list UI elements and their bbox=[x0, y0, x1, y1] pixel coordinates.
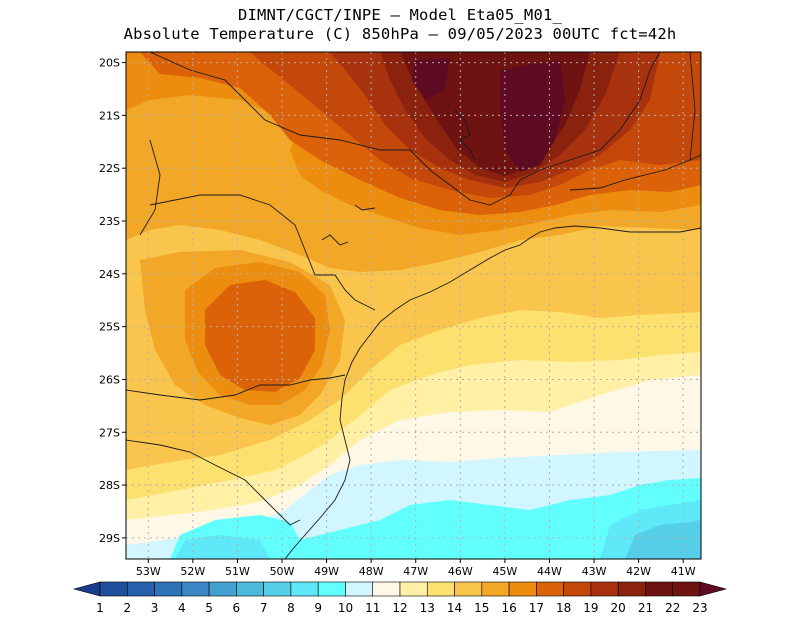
lon-label: 46W bbox=[448, 565, 473, 578]
colorbar bbox=[72, 581, 728, 597]
colorbar-swatch bbox=[617, 581, 646, 597]
colorbar-label: 12 bbox=[392, 601, 407, 615]
colorbar-label: 15 bbox=[474, 601, 489, 615]
field-18c-west bbox=[205, 280, 315, 392]
field-10c bbox=[170, 478, 701, 559]
coastline bbox=[284, 225, 701, 559]
colorbar-swatch bbox=[426, 581, 455, 597]
reservoir-north bbox=[454, 109, 476, 161]
colorbar-over-arrow bbox=[699, 581, 728, 597]
colorbar-swatch bbox=[236, 581, 264, 597]
colorbar-swatch bbox=[481, 581, 510, 597]
border-ms-west bbox=[139, 139, 161, 236]
colorbar-swatch bbox=[263, 581, 292, 597]
colorbar-label: 5 bbox=[205, 601, 213, 615]
chart-title-line1: DIMNT/CGCT/INPE – Model Eta05_M01_ bbox=[237, 6, 563, 24]
colorbar-label: 6 bbox=[233, 601, 241, 615]
border-sp-pr bbox=[149, 194, 376, 311]
lat-label: 26S bbox=[99, 373, 120, 386]
colorbar-label: 8 bbox=[287, 601, 295, 615]
lat-label: 25S bbox=[99, 321, 120, 334]
colorbar-label: 21 bbox=[638, 601, 653, 615]
colorbar-label: 2 bbox=[123, 601, 131, 615]
colorbar-swatch bbox=[372, 581, 401, 597]
field-8c bbox=[625, 520, 701, 559]
longitude-labels: 53W 52W 51W 50W 49W 48W 47W 46W 45W 44W 43W 42W 41W bbox=[136, 559, 696, 578]
colorbar-swatch bbox=[290, 581, 319, 597]
lon-label: 50W bbox=[270, 565, 295, 578]
lon-label: 47W bbox=[403, 565, 428, 578]
colorbar-under-arrow bbox=[72, 581, 101, 597]
colorbar-swatch bbox=[99, 581, 128, 597]
colorbar-label: 19 bbox=[583, 601, 598, 615]
colorbar-label: 7 bbox=[260, 601, 268, 615]
colorbar-label: 4 bbox=[178, 601, 186, 615]
map-frame bbox=[125, 51, 702, 560]
temperature-field bbox=[126, 52, 701, 559]
lon-label: 43W bbox=[582, 565, 607, 578]
latitude-labels: 20S 21S 22S 23S 24S 25S 26S 27S 28S 29S bbox=[99, 57, 126, 545]
colorbar-label: 22 bbox=[665, 601, 680, 615]
lat-label: 23S bbox=[99, 215, 120, 228]
lon-label: 45W bbox=[492, 565, 517, 578]
lon-label: 52W bbox=[180, 565, 205, 578]
chart-title-line2: Absolute Temperature (C) 850hPa – 09/05/… bbox=[123, 25, 677, 43]
border-sc-rs bbox=[126, 439, 301, 526]
lon-label: 41W bbox=[671, 565, 696, 578]
colorbar-label: 23 bbox=[692, 601, 707, 615]
colorbar-swatch bbox=[563, 581, 592, 597]
colorbar-label: 1 bbox=[96, 601, 104, 615]
reservoir-pr bbox=[321, 234, 349, 246]
colorbar-swatch bbox=[645, 581, 674, 597]
lat-label: 29S bbox=[99, 532, 120, 545]
colorbar-label: 11 bbox=[365, 601, 380, 615]
border-mg-sp bbox=[149, 52, 661, 206]
colorbar-swatch bbox=[590, 581, 619, 597]
lat-label: 20S bbox=[99, 57, 120, 70]
coastline-and-borders bbox=[126, 52, 701, 559]
colorbar-swatch bbox=[317, 581, 346, 597]
lon-label: 42W bbox=[626, 565, 651, 578]
field-23c bbox=[500, 60, 565, 172]
colorbar-swatch bbox=[454, 581, 483, 597]
lon-label: 51W bbox=[225, 565, 250, 578]
lat-lon-grid bbox=[126, 52, 701, 559]
colorbar-label: 13 bbox=[420, 601, 435, 615]
reservoir-sp bbox=[354, 204, 376, 211]
colorbar-label: 18 bbox=[556, 601, 571, 615]
lon-label: 48W bbox=[359, 565, 384, 578]
border-pr-sc bbox=[126, 374, 346, 401]
colorbar-swatch bbox=[126, 581, 155, 597]
colorbar-swatch bbox=[154, 581, 183, 597]
lat-label: 28S bbox=[99, 479, 120, 492]
colorbar-swatch bbox=[181, 581, 210, 597]
lat-label: 24S bbox=[99, 268, 120, 281]
colorbar-label: 14 bbox=[447, 601, 462, 615]
lat-label: 21S bbox=[99, 109, 120, 122]
colorbar-swatch bbox=[536, 581, 564, 597]
lat-label: 22S bbox=[99, 162, 120, 175]
colorbar-label: 3 bbox=[151, 601, 159, 615]
field-9c-west bbox=[175, 535, 270, 559]
colorbar-labels: 1 2 3 4 5 6 7 8 9 10 11 12 13 14 15 16 17 18 19 20 21 22 23 bbox=[96, 601, 707, 615]
lon-label: 44W bbox=[537, 565, 562, 578]
colorbar-swatch bbox=[208, 581, 237, 597]
colorbar-swatch bbox=[672, 581, 701, 597]
field-23c-west bbox=[412, 58, 450, 100]
lat-label: 27S bbox=[99, 426, 120, 439]
colorbar-label: 10 bbox=[338, 601, 353, 615]
lon-label: 53W bbox=[136, 565, 161, 578]
border-rj-mg bbox=[689, 52, 696, 161]
colorbar-swatch bbox=[399, 581, 428, 597]
lon-label: 49W bbox=[314, 565, 339, 578]
colorbar-label: 20 bbox=[611, 601, 626, 615]
colorbar-label: 17 bbox=[529, 601, 544, 615]
colorbar-label: 9 bbox=[314, 601, 322, 615]
colorbar-swatch bbox=[508, 581, 537, 597]
colorbar-swatch bbox=[345, 581, 374, 597]
colorbar-label: 16 bbox=[501, 601, 516, 615]
